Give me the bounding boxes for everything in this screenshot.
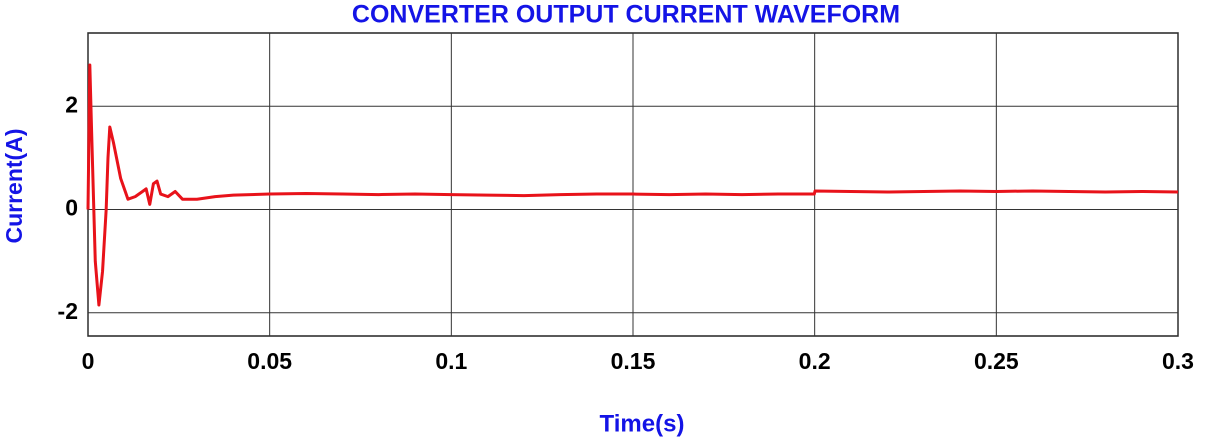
x-tick-label: 0.3 xyxy=(1162,348,1194,374)
x-tick-label: 0.25 xyxy=(974,348,1019,374)
x-tick-label: 0.15 xyxy=(611,348,656,374)
y-tick-label: 2 xyxy=(65,91,78,117)
y-tick-label: -2 xyxy=(58,298,78,324)
x-tick-label: 0 xyxy=(82,348,95,374)
line-series xyxy=(86,63,1179,307)
y-axis-label: Current(A) xyxy=(1,129,27,244)
x-tick-label: 0.2 xyxy=(799,348,831,374)
x-tick-label: 0.05 xyxy=(247,348,292,374)
x-tick-label: 0.1 xyxy=(435,348,467,374)
chart-title: CONVERTER OUTPUT CURRENT WAVEFORM xyxy=(352,1,900,29)
y-tick-label: 0 xyxy=(65,195,78,221)
x-axis-label: Time(s) xyxy=(600,410,685,437)
